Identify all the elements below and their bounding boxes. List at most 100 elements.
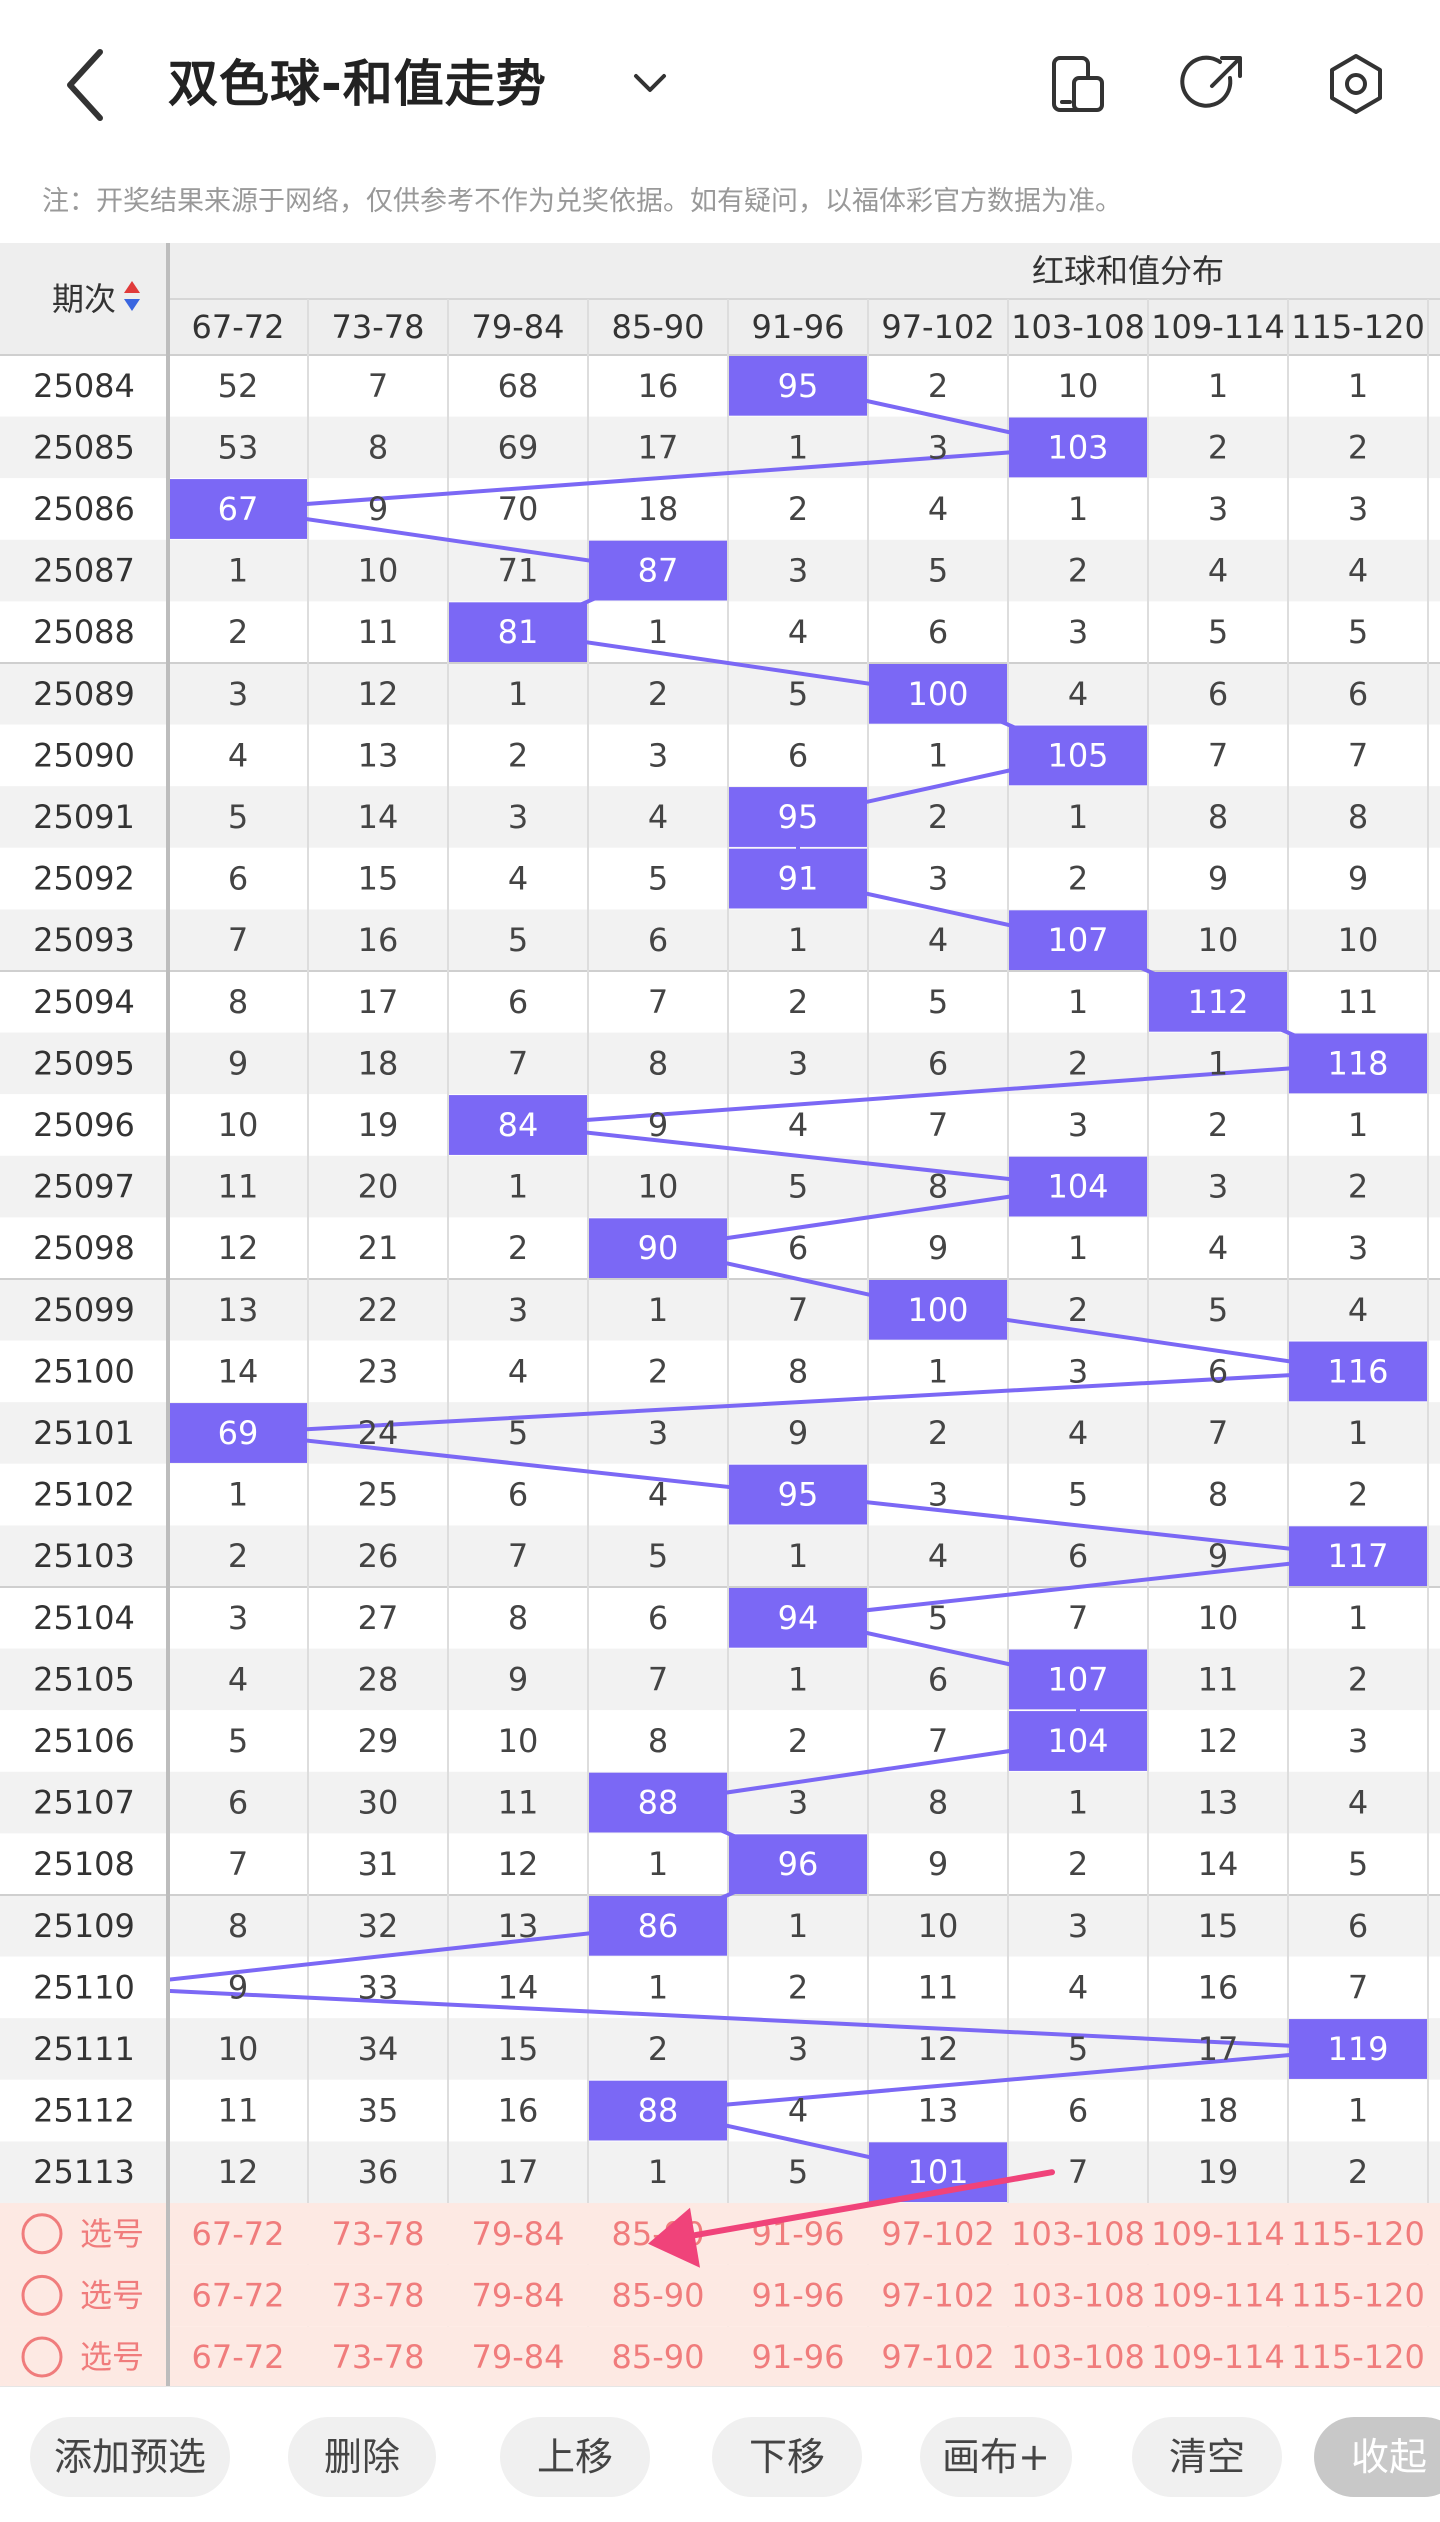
move-up-button[interactable]: 上移 (500, 2417, 650, 2497)
issue-number: 25097 (33, 1168, 135, 1206)
trend-table: 红球和值分布期次61-6667-7273-7879-8485-9091-9697… (0, 243, 1440, 2386)
issue-number: 25105 (33, 1660, 135, 1698)
cell-value: 22 (358, 1291, 399, 1329)
cell-value: 3 (928, 860, 948, 898)
cell-value: 9 (928, 1229, 948, 1267)
hit-cell-top (169, 1403, 307, 1463)
settings-icon[interactable] (1320, 48, 1392, 120)
issue-number: 25112 (33, 2092, 135, 2130)
cell-value: 2 (1068, 552, 1088, 590)
cell-value: 1 (228, 1476, 248, 1514)
select-issue-bg (0, 2203, 168, 2265)
hit-cell-top (449, 602, 587, 662)
table-row (0, 355, 1440, 417)
issue-cell-bg (0, 1094, 168, 1156)
cell-value: 34 (358, 2030, 399, 2068)
cell-value: 16 (1198, 1968, 1239, 2006)
select-row[interactable] (0, 2203, 1440, 2265)
hit-cell-top (1009, 417, 1147, 478)
issue-number: 25099 (33, 1291, 135, 1329)
cell-value: 4 (508, 860, 528, 898)
select-option: 97-102 (881, 2276, 994, 2314)
cell-value: 2 (788, 1968, 808, 2006)
cell-value: 2 (1348, 428, 1368, 466)
issue-cell-bg (0, 601, 168, 663)
issue-cell-bg (0, 1340, 168, 1403)
cell-value: 11 (1338, 983, 1379, 1021)
hit-value: 119 (1327, 2030, 1388, 2068)
add-preselect-button[interactable]: 添加预选 (30, 2417, 230, 2497)
hit-value: 69 (218, 1414, 259, 1452)
hit-cell-top (589, 540, 727, 601)
cell-value: 2 (648, 1352, 668, 1390)
cell-value: 13 (498, 1907, 539, 1945)
table-row (0, 1648, 1440, 1711)
cell-value: 29 (358, 1722, 399, 1760)
portrait-phone-icon[interactable] (1044, 48, 1116, 120)
move-down-button[interactable]: 下移 (712, 2417, 862, 2497)
issue-cell-bg (0, 2079, 168, 2142)
cell-value: 3 (1348, 1722, 1368, 1760)
issue-number: 25102 (33, 1476, 135, 1514)
hit-cell-top (589, 1772, 727, 1833)
select-option: 73-78 (332, 2276, 425, 2314)
hit-cell-top (869, 664, 1007, 724)
column-header: 85-90 (612, 308, 705, 346)
canvas-add-button[interactable]: 画布+ (920, 2417, 1072, 2497)
hit-value: 112 (1187, 983, 1248, 1021)
cell-value: 10 (638, 1168, 679, 1206)
collapse-button[interactable]: 收起 (1314, 2417, 1440, 2497)
cell-value: 17 (1198, 2030, 1239, 2068)
cell-value: 5 (1348, 613, 1368, 651)
delete-button[interactable]: 删除 (288, 2417, 436, 2497)
cell-value: 2 (1348, 2153, 1368, 2191)
cell-value: 6 (1068, 1537, 1088, 1575)
cell-value: 4 (928, 490, 948, 528)
issue-cell-bg (0, 2018, 168, 2080)
cell-value: 35 (358, 2092, 399, 2130)
cell-value: 6 (1208, 675, 1228, 713)
column-header: 67-72 (192, 308, 285, 346)
cell-value: 1 (1348, 1599, 1368, 1637)
cell-value: 2 (228, 1537, 248, 1575)
sort-down-icon[interactable] (124, 299, 140, 311)
cell-value: 11 (498, 1784, 539, 1822)
cell-value: 13 (218, 1291, 259, 1329)
back-arrow-icon[interactable] (56, 40, 116, 130)
issue-number: 25100 (33, 1352, 135, 1390)
cell-value: 6 (508, 983, 528, 1021)
cell-value: 7 (1348, 1968, 1368, 2006)
issue-cell-bg (0, 416, 168, 479)
cell-value: 7 (1208, 736, 1228, 774)
radio-circle-icon[interactable] (21, 2213, 63, 2255)
select-row[interactable] (0, 2264, 1440, 2327)
clear-button[interactable]: 清空 (1132, 2417, 1282, 2497)
cell-value: 25 (358, 1476, 399, 1514)
select-row[interactable] (0, 2326, 1440, 2386)
share-icon[interactable] (1178, 48, 1250, 120)
cell-value: 10 (218, 2030, 259, 2068)
radio-circle-icon[interactable] (21, 2336, 63, 2378)
cell-value: 5 (648, 1537, 668, 1575)
chevron-down-icon[interactable] (626, 58, 674, 108)
cell-value: 6 (1348, 675, 1368, 713)
page-title[interactable]: 双色球-和值走势 (168, 55, 547, 113)
hit-value: 96 (778, 1845, 819, 1883)
cell-value: 3 (508, 1291, 528, 1329)
hit-value: 94 (778, 1599, 819, 1637)
cell-value: 8 (1348, 798, 1368, 836)
radio-circle-icon[interactable] (21, 2274, 63, 2316)
select-option: 91-96 (752, 2276, 845, 2314)
cell-value: 10 (498, 1722, 539, 1760)
cell-value: 3 (928, 1476, 948, 1514)
select-label: 选号 (80, 2215, 144, 2253)
issue-number: 25085 (33, 428, 135, 466)
cell-value: 2 (788, 983, 808, 1021)
column-header: 91-96 (752, 308, 845, 346)
cell-value: 2 (1348, 1476, 1368, 1514)
sort-up-icon[interactable] (124, 281, 140, 293)
column-header: 79-84 (472, 308, 565, 346)
cell-value: 4 (1068, 1414, 1088, 1452)
cell-value: 1 (1348, 1414, 1368, 1452)
issue-number: 25108 (33, 1845, 135, 1883)
